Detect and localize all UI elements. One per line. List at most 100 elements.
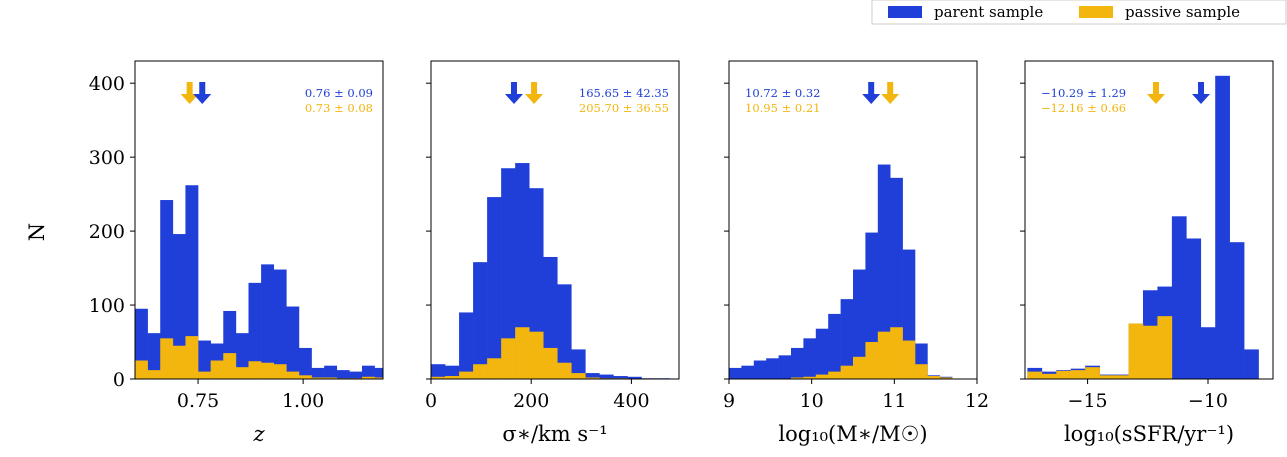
histogram-bars bbox=[1027, 75, 1259, 379]
parent-bar bbox=[1200, 327, 1216, 379]
x-tick-label: 9 bbox=[723, 390, 735, 412]
parent-bar bbox=[828, 313, 841, 379]
passive-bar bbox=[1157, 316, 1173, 379]
passive-bar bbox=[840, 365, 854, 379]
parent-bar bbox=[803, 338, 817, 379]
parent-stat-text: −10.29 ± 1.29 bbox=[1041, 86, 1126, 100]
parent-bar bbox=[741, 365, 755, 379]
parent-stat-text: 10.72 ± 0.32 bbox=[745, 86, 820, 100]
parent-bar bbox=[815, 328, 829, 379]
parent-bar bbox=[571, 349, 586, 379]
parent-bar bbox=[1229, 242, 1245, 379]
parent-bar bbox=[853, 269, 866, 379]
parent-bar bbox=[557, 284, 572, 379]
parent-bar bbox=[261, 264, 275, 379]
passive-mean-arrow-icon bbox=[525, 82, 544, 104]
passive-bar bbox=[1099, 375, 1115, 379]
passive-bar bbox=[865, 342, 879, 379]
parent-bar bbox=[529, 188, 544, 379]
parent-bar bbox=[198, 340, 211, 379]
passive-bar bbox=[1114, 375, 1129, 379]
passive-bar bbox=[459, 371, 474, 379]
parent-bar bbox=[627, 376, 642, 379]
passive-bar bbox=[223, 353, 237, 379]
x-tick-label: −10 bbox=[1188, 390, 1228, 412]
parent-bar bbox=[599, 374, 614, 379]
passive-bar bbox=[298, 375, 312, 379]
parent-stat-text: 165.65 ± 42.35 bbox=[579, 86, 669, 100]
passive-bar bbox=[160, 338, 174, 379]
y-tick-label: 100 bbox=[89, 295, 125, 317]
passive-bar bbox=[515, 327, 530, 379]
axes-frame bbox=[430, 60, 680, 380]
parent-bar bbox=[431, 364, 446, 379]
parent-bar bbox=[585, 373, 600, 379]
parent-bar bbox=[766, 358, 779, 379]
y-tick-label: 300 bbox=[89, 147, 125, 169]
parent-bar bbox=[840, 299, 854, 379]
parent-stat-text: 0.76 ± 0.09 bbox=[305, 86, 373, 100]
legend-parent-label: parent sample bbox=[934, 3, 1043, 21]
passive-bar bbox=[473, 364, 488, 379]
x-tick-label: 400 bbox=[613, 390, 649, 412]
passive-mean-arrow-icon bbox=[881, 82, 900, 104]
passive-bar bbox=[286, 371, 300, 379]
passive-bar bbox=[147, 370, 161, 379]
parent-bar bbox=[185, 185, 199, 379]
x-tick-label: 0 bbox=[425, 390, 437, 412]
y-tick-label: 0 bbox=[113, 369, 125, 391]
x-tick-label: 12 bbox=[965, 390, 989, 412]
passive-bar bbox=[1041, 373, 1057, 379]
passive-bar bbox=[361, 376, 375, 379]
parent-bar bbox=[1244, 349, 1259, 379]
passive-bar bbox=[1027, 371, 1043, 379]
parent-mean-arrow-icon bbox=[862, 82, 881, 104]
parent-bar bbox=[298, 347, 312, 379]
passive-bar bbox=[261, 362, 275, 379]
passive-bar bbox=[445, 376, 460, 379]
passive-bar bbox=[235, 367, 249, 379]
passive-bar bbox=[172, 345, 186, 379]
parent-bar bbox=[361, 365, 375, 379]
parent-bar bbox=[501, 168, 516, 379]
parent-bar bbox=[753, 360, 767, 379]
parent-mean-arrow-icon bbox=[504, 82, 523, 104]
parent-bar bbox=[778, 355, 792, 379]
passive-stat-text: −12.16 ± 0.66 bbox=[1041, 101, 1126, 115]
parent-bar bbox=[1171, 216, 1187, 379]
legend-parent-swatch bbox=[888, 6, 922, 18]
x-tick-label: 10 bbox=[800, 390, 824, 412]
passive-bar bbox=[791, 377, 804, 379]
parent-bar bbox=[248, 282, 262, 379]
passive-mean-arrow-icon bbox=[1146, 82, 1165, 104]
passive-mean-arrow-icon bbox=[180, 82, 199, 104]
x-axis-label: log₁₀(sSFR/yr⁻¹) bbox=[1064, 422, 1234, 446]
parent-bar bbox=[349, 371, 363, 379]
passive-bar bbox=[877, 331, 891, 379]
passive-stat-text: 205.70 ± 36.55 bbox=[579, 101, 669, 115]
passive-bar bbox=[431, 376, 446, 379]
parent-bar bbox=[147, 333, 161, 379]
x-tick-label: 1.00 bbox=[282, 390, 324, 412]
passive-bar bbox=[927, 376, 941, 379]
passive-bar bbox=[487, 358, 502, 379]
passive-bar bbox=[803, 376, 817, 379]
passive-stat-text: 10.95 ± 0.21 bbox=[745, 101, 820, 115]
passive-bar bbox=[902, 340, 916, 379]
passive-bar bbox=[890, 327, 903, 379]
x-axis-label: log₁₀(M∗/M☉) bbox=[778, 422, 927, 446]
passive-bar bbox=[853, 356, 866, 379]
x-tick-label: 11 bbox=[882, 390, 906, 412]
histogram-bars bbox=[431, 163, 670, 379]
x-axis-label: σ∗/km s⁻¹ bbox=[502, 422, 607, 446]
parent-bar bbox=[160, 200, 174, 379]
parent-bar bbox=[1186, 238, 1202, 379]
passive-bar bbox=[135, 360, 148, 379]
passive-bar bbox=[198, 371, 211, 379]
x-tick-label: 200 bbox=[513, 390, 549, 412]
passive-bar bbox=[324, 377, 338, 379]
parent-bar bbox=[459, 312, 474, 379]
passive-bar bbox=[939, 377, 953, 379]
panel-ssfr: −15 −10 log₁₀(sSFR/yr⁻¹) −10.29 ± 1.29−12.1… bbox=[1020, 60, 1274, 446]
